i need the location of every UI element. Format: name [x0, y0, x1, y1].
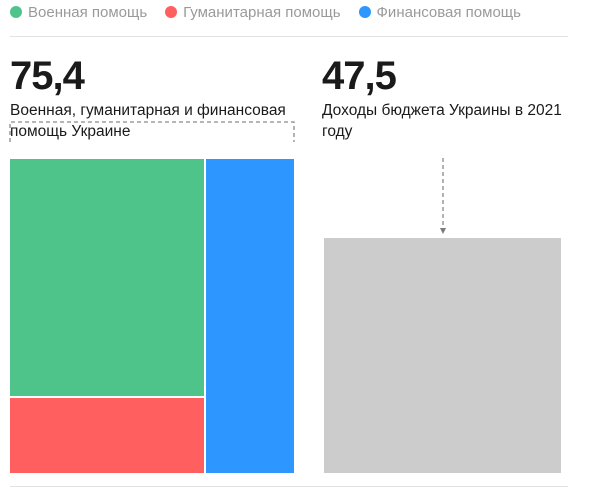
- legend-label-humanitarian: Гуманитарная помощь: [183, 3, 341, 21]
- legend-swatch-military: [10, 6, 22, 18]
- legend-swatch-humanitarian: [165, 6, 178, 18]
- legend-swatch-financial: [358, 6, 371, 18]
- budget-revenue-value: 47,5: [322, 54, 397, 98]
- comparison-square: [324, 238, 561, 473]
- legend-item-humanitarian: Гуманитарная помощь: [165, 3, 341, 21]
- top-divider: [10, 36, 568, 37]
- legend-label-military: Военная помощь: [28, 3, 148, 21]
- aid-total-value: 75,4: [10, 54, 85, 98]
- treemap-cell-financial: [206, 159, 294, 473]
- treemap-cell-humanitarian: [10, 398, 204, 473]
- legend-item-financial: Финансовая помощь: [358, 3, 521, 21]
- legend: Военная помощь Гуманитарная помощь Финан…: [10, 2, 539, 22]
- bottom-divider: [10, 486, 568, 487]
- legend-label-financial: Финансовая помощь: [376, 3, 521, 21]
- legend-item-military: Военная помощь: [10, 4, 147, 21]
- aid-bracket: [9, 121, 295, 142]
- aid-total-caption: Военная, гуманитарная и финансовая помощ…: [10, 102, 286, 140]
- budget-revenue-caption: Доходы бюджета Украины в 2021 году: [322, 102, 562, 140]
- comparison-arrow-head: [440, 228, 446, 234]
- treemap-cell-military: [10, 159, 204, 396]
